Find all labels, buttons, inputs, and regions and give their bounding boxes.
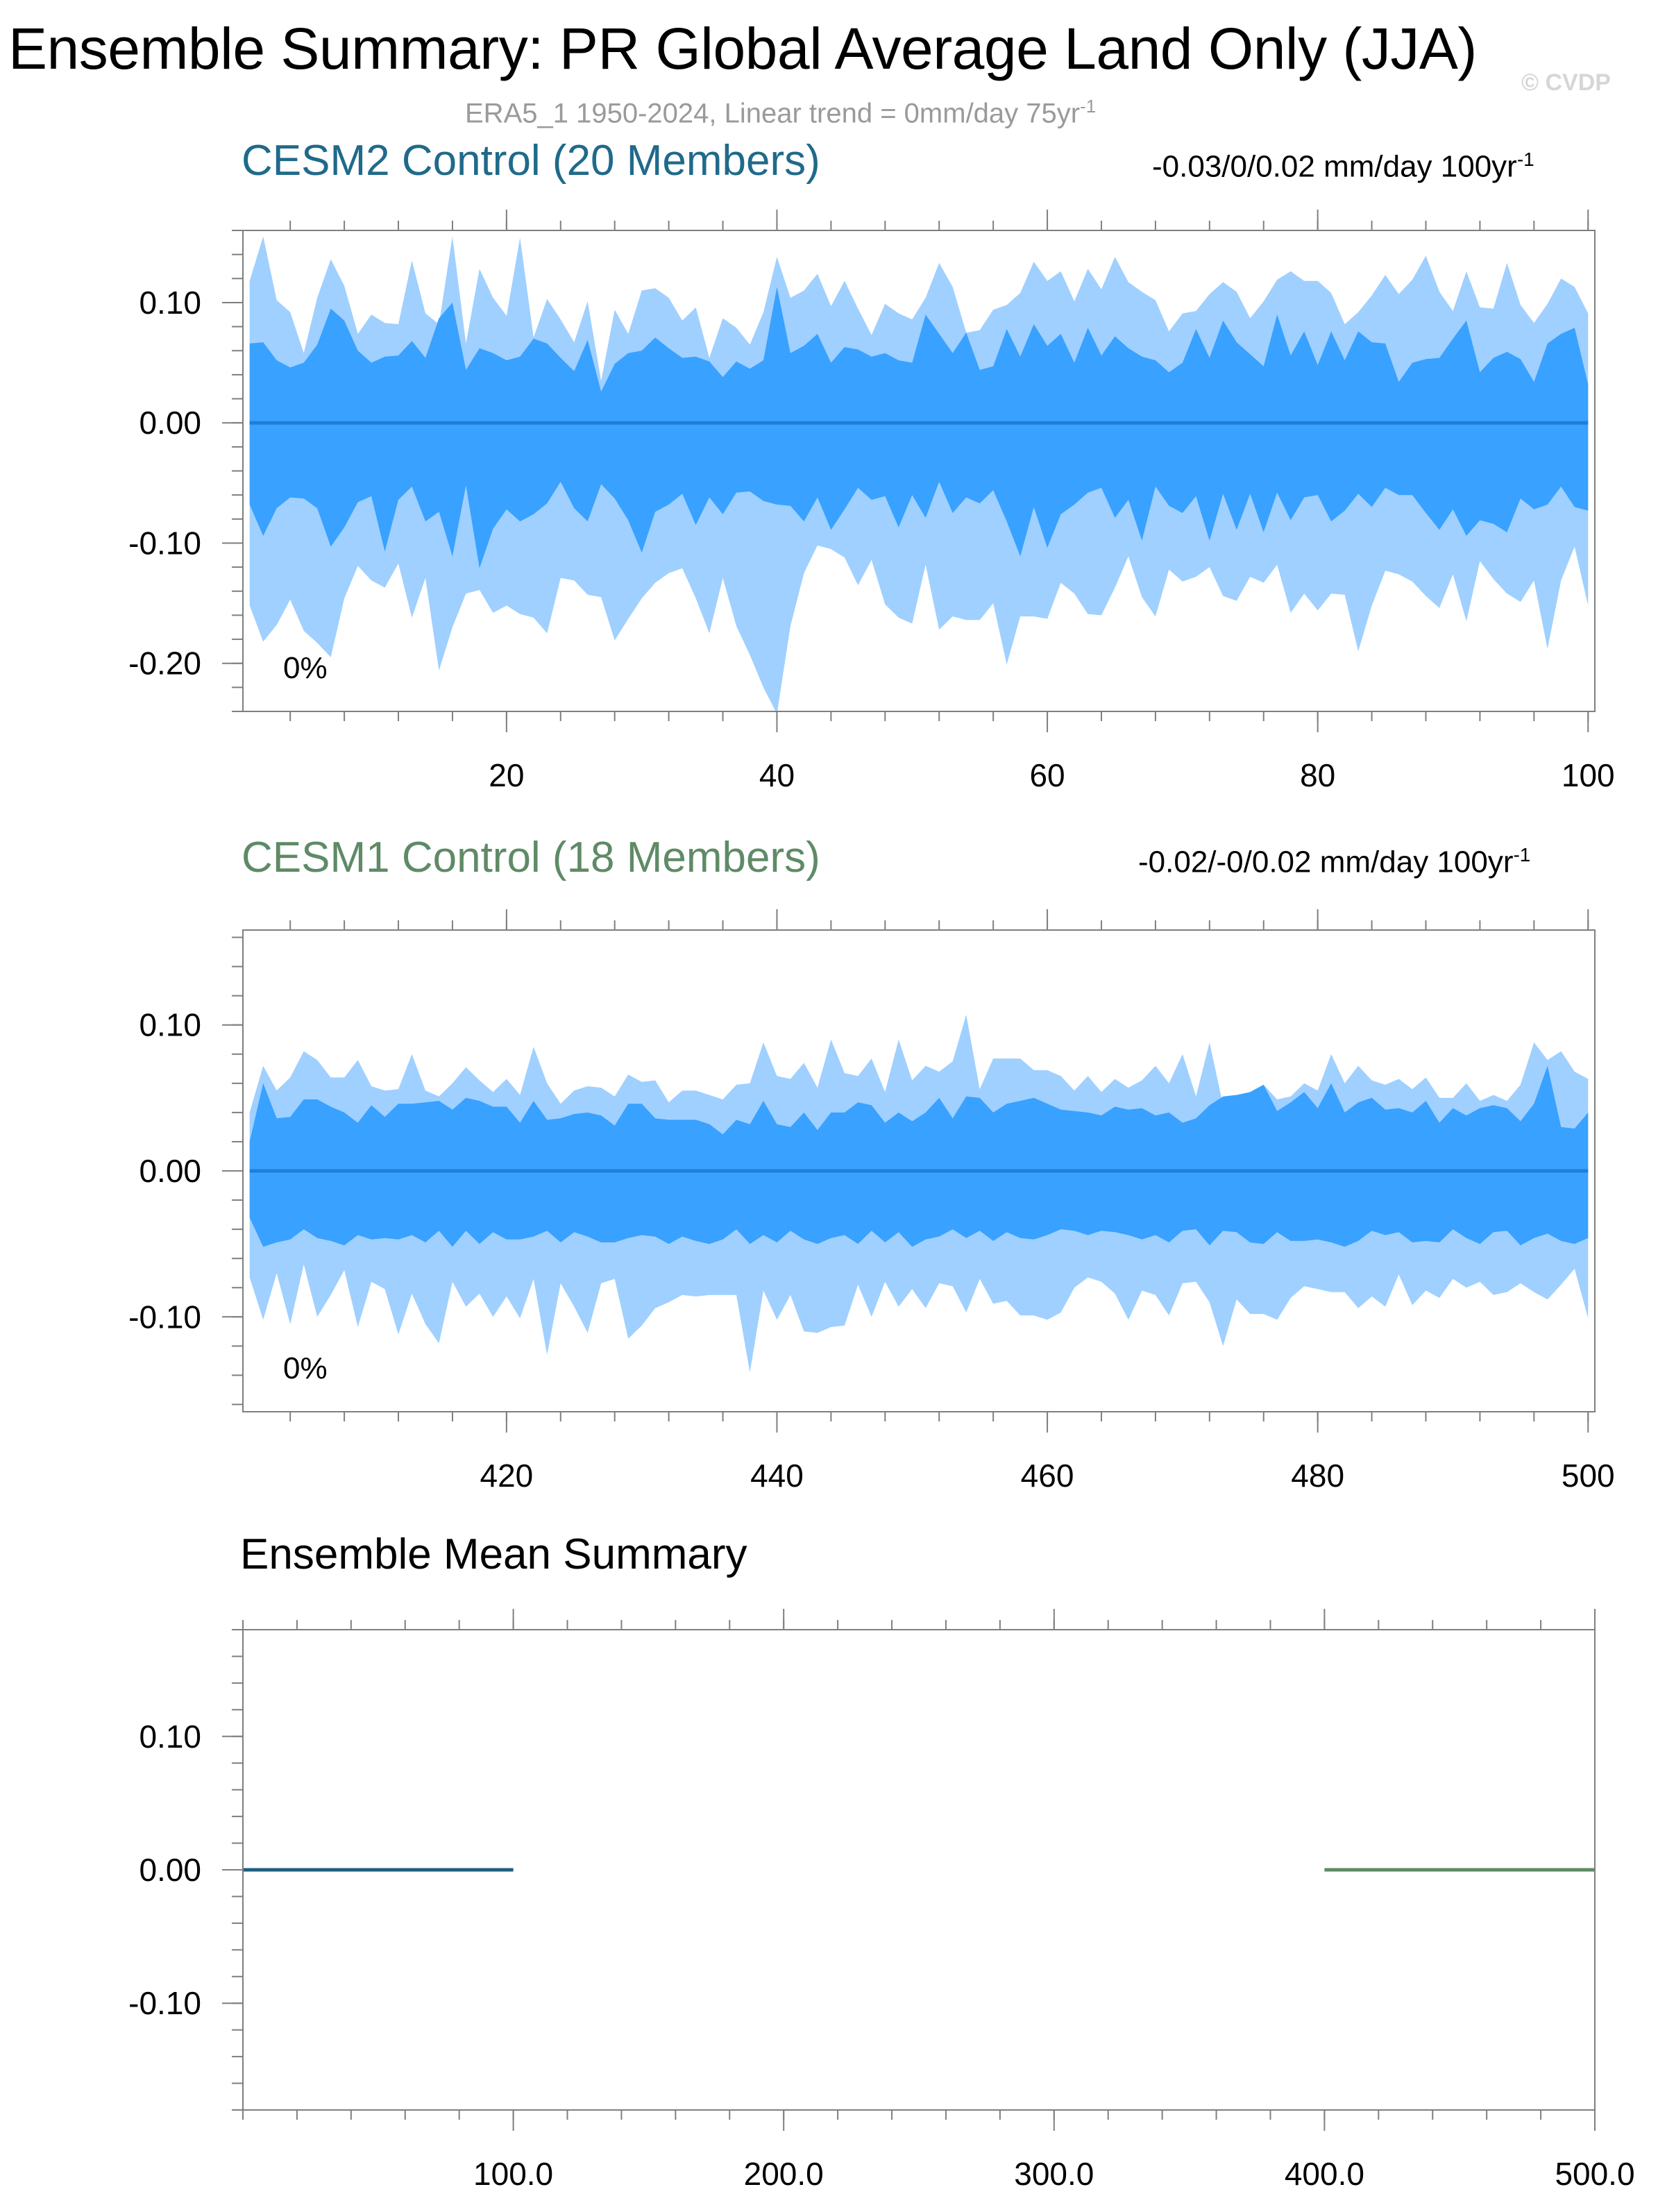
subtitle-exponent: -1 (1080, 96, 1097, 117)
cesm1-trend-label: -0.02/-0/0.02 mm/day 100yr-1 (1138, 844, 1530, 880)
cesm2-trend-label: -0.03/0/0.02 mm/day 100yr-1 (1152, 149, 1534, 185)
cesm1-x-tick-label: 480 (1291, 1458, 1344, 1494)
ensemble-mean-panel-title: Ensemble Mean Summary (240, 1530, 747, 1578)
ensemble-mean-x-tick-label: 300.0 (1014, 2156, 1094, 2192)
cesm2-x-tick-label: 60 (1029, 757, 1065, 793)
ensemble-mean-x-tick-label: 200.0 (744, 2156, 824, 2192)
cesm1-panel-title: CESM1 Control (18 Members) (242, 834, 820, 881)
ensemble-mean-x-tick-label: 500.0 (1555, 2156, 1634, 2192)
cesm1-percent-label: 0% (283, 1351, 328, 1385)
cesm2-percent-label: 0% (283, 651, 328, 685)
cesm1-trend-exponent: -1 (1513, 844, 1531, 866)
subtitle-text: ERA5_1 1950-2024, Linear trend = 0mm/day… (465, 98, 1081, 129)
cesm2-y-tick-label: -0.10 (128, 525, 201, 561)
ensemble-mean-y-tick-label: 0.00 (139, 1852, 201, 1888)
panel-cesm1 (222, 909, 1596, 1433)
cesm1-x-tick-label: 420 (480, 1458, 533, 1494)
ensemble-mean-x-tick-label: 100.0 (473, 2156, 553, 2192)
cesm1-y-tick-label: -0.10 (128, 1299, 201, 1335)
panel-cesm2 (222, 210, 1596, 732)
ensemble-mean-x-tick-label: 400.0 (1285, 2156, 1364, 2192)
cesm2-iqr-band (249, 287, 1589, 568)
cesm2-y-tick-label: 0.00 (139, 405, 201, 441)
ensemble-mean-y-tick-label: 0.10 (139, 1719, 201, 1755)
cesm1-trend-text: -0.02/-0/0.02 mm/day 100yr (1138, 845, 1514, 879)
cesm1-x-tick-label: 440 (750, 1458, 804, 1494)
cesm2-x-tick-label: 20 (489, 757, 524, 793)
cesm1-y-tick-label: 0.00 (139, 1153, 201, 1189)
cesm2-trend-exponent: -1 (1516, 149, 1534, 170)
panel-ensemble-mean (222, 1609, 1596, 2131)
cesm2-trend-text: -0.03/0/0.02 mm/day 100yr (1152, 149, 1517, 184)
page-title: Ensemble Summary: PR Global Average Land… (8, 16, 1477, 81)
cesm2-y-tick-label: -0.20 (128, 645, 201, 682)
cesm2-panel-title: CESM2 Control (20 Members) (242, 137, 820, 185)
cesm2-x-tick-label: 40 (759, 757, 795, 793)
ensemble-mean-y-tick-label: -0.10 (128, 1985, 201, 2021)
watermark: © CVDP (1521, 69, 1611, 96)
cesm1-x-tick-label: 500 (1562, 1458, 1615, 1494)
cesm1-iqr-band (249, 1065, 1589, 1247)
cesm2-x-tick-label: 80 (1300, 757, 1335, 793)
cesm2-y-tick-label: 0.10 (139, 285, 201, 321)
cesm1-y-tick-label: 0.10 (139, 1007, 201, 1043)
subtitle: ERA5_1 1950-2024, Linear trend = 0mm/day… (465, 96, 1096, 129)
cesm2-x-tick-label: 100 (1562, 757, 1615, 793)
cesm1-x-tick-label: 460 (1021, 1458, 1074, 1494)
